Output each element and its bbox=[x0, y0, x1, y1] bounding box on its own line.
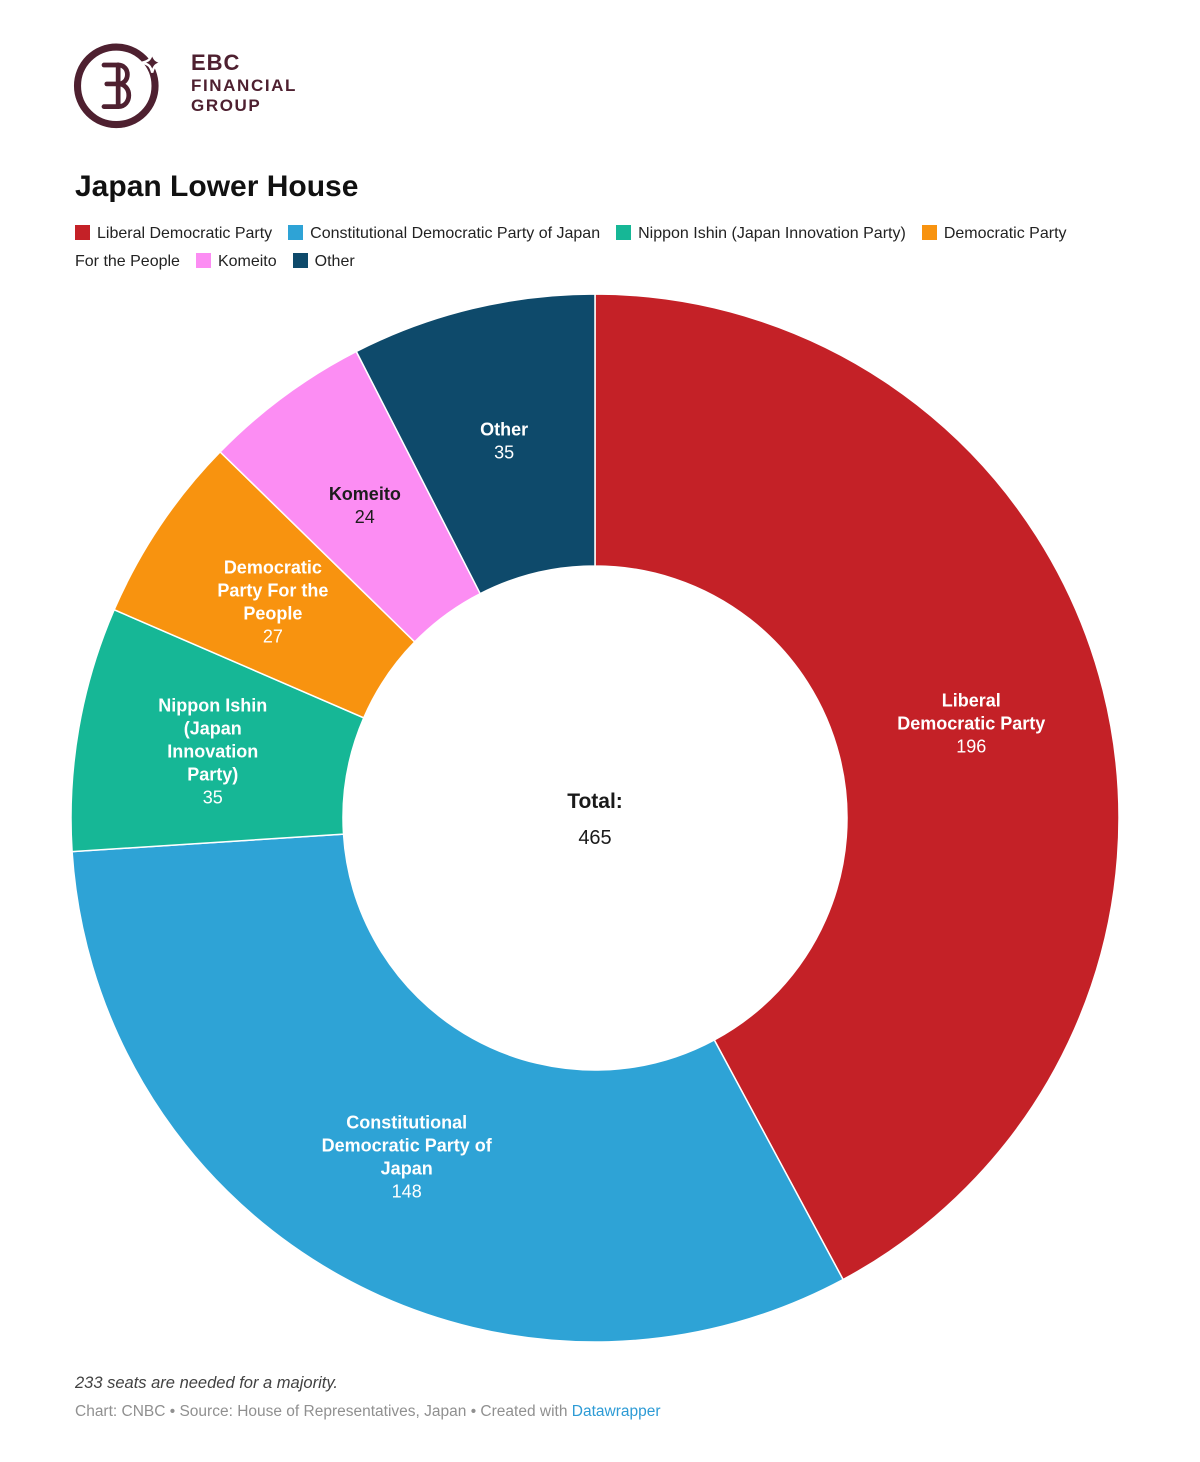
donut-slices bbox=[70, 293, 1120, 1343]
legend-swatch-icon bbox=[288, 225, 304, 240]
slice-label: Democratic Party For the People 27 bbox=[217, 557, 328, 646]
legend-label: Liberal Democratic Party bbox=[97, 225, 273, 242]
legend-label: Democratic Party For the People bbox=[75, 225, 1067, 270]
slice-label: Other 35 bbox=[480, 419, 528, 462]
total-value: 465 bbox=[578, 827, 611, 849]
legend-item: Liberal Democratic Party bbox=[75, 225, 272, 242]
brand-header: EBC FINANCIAL GROUP bbox=[69, 30, 1125, 136]
total-label: Total: bbox=[567, 790, 623, 813]
credit-text: Chart: CNBC • Source: House of Represent… bbox=[75, 1403, 568, 1420]
brand-name-line3: GROUP bbox=[191, 95, 262, 115]
donut-slice[interactable] bbox=[355, 293, 596, 595]
legend-label: Komeito bbox=[217, 253, 277, 270]
credit-line: Chart: CNBC • Source: House of Represent… bbox=[75, 1403, 1125, 1421]
donut-slice[interactable] bbox=[594, 293, 1120, 1281]
majority-note: 233 seats are needed for a majority. bbox=[75, 1374, 338, 1392]
slice-label: Constitutional Democratic Party of Japan 14… bbox=[322, 1113, 493, 1202]
brand-text: EBC FINANCIAL GROUP bbox=[191, 50, 297, 116]
slice-labels: Liberal Democratic Party 196 Constitutional… bbox=[158, 419, 1045, 1201]
legend-item: Democratic Party For the People bbox=[75, 225, 1067, 270]
donut-chart: Liberal Democratic Party 196 Constitutional… bbox=[70, 293, 1120, 1343]
legend-label: Nippon Ishin (Japan Innovation Party) bbox=[638, 225, 906, 242]
legend-item: Constitutional Democratic Party of Japan bbox=[288, 225, 600, 242]
legend: Liberal Democratic Party Constitutional D… bbox=[75, 220, 1075, 276]
legend-swatch-icon bbox=[921, 225, 937, 240]
ebc-logo-icon bbox=[73, 43, 163, 129]
sparkle-icon bbox=[141, 52, 163, 73]
legend-label: Other bbox=[314, 253, 355, 270]
legend-swatch-icon bbox=[292, 253, 308, 268]
legend-item: Komeito bbox=[195, 253, 277, 270]
datawrapper-link[interactable]: Datawrapper bbox=[571, 1403, 661, 1420]
brand-name-line2: FINANCIAL bbox=[191, 75, 297, 95]
legend-item: Nippon Ishin (Japan Innovation Party) bbox=[616, 225, 906, 242]
legend-swatch-icon bbox=[616, 225, 632, 240]
slice-label: Komeito 24 bbox=[329, 484, 401, 527]
brand-name: EBC bbox=[191, 49, 241, 75]
legend-swatch-icon bbox=[195, 253, 211, 268]
donut-slice[interactable] bbox=[71, 833, 845, 1343]
legend-label: Constitutional Democratic Party of Japan bbox=[310, 225, 601, 242]
chart-title: Japan Lower House bbox=[75, 170, 359, 203]
slice-label: Liberal Democratic Party 196 bbox=[897, 690, 1045, 756]
slice-label: Nippon Ishin (Japan Innovation Party) 35 bbox=[158, 695, 267, 807]
legend-swatch-icon bbox=[75, 225, 90, 240]
legend-item: Other bbox=[292, 253, 355, 270]
